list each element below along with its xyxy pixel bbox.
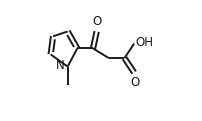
- Text: O: O: [129, 76, 139, 89]
- Text: O: O: [92, 15, 101, 28]
- Text: OH: OH: [135, 36, 153, 49]
- Text: N: N: [56, 59, 65, 72]
